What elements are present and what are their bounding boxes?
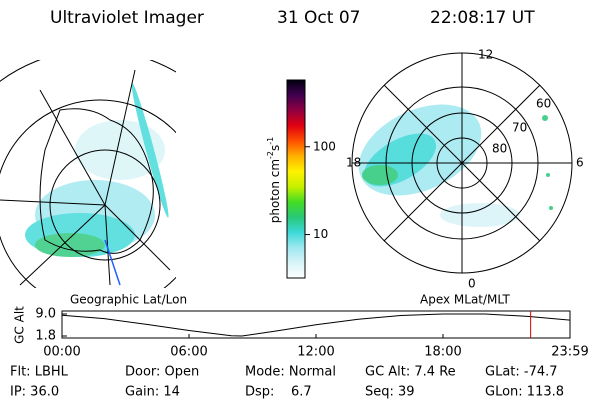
altitude-curve [61, 313, 571, 337]
colorbar [286, 79, 306, 279]
info-field: Dsp: 6.7 [245, 385, 312, 400]
info-panel: Flt: LBHL Door: Open Mode: Normal GC Alt: 7… [10, 365, 564, 400]
y-tick-label: 1.8 [35, 329, 56, 344]
time: 22:08:17 UT [430, 8, 535, 28]
info-field: IP: 36.0 [10, 385, 59, 400]
info-field: GLat: -74.7 [485, 365, 558, 380]
title: Ultraviolet Imager [50, 8, 204, 28]
altitude-plot [61, 310, 571, 339]
x-tick-label: 00:00 [43, 345, 80, 360]
colorbar-tick-label: 100 [313, 139, 336, 153]
x-tick-label: 12:00 [297, 345, 334, 360]
mlt-label: 18 [346, 156, 361, 170]
geographic-map [0, 60, 176, 288]
colorbar-scale [286, 79, 306, 279]
date: 31 Oct 07 [277, 8, 360, 28]
y-axis-label: GC Alt [13, 306, 27, 344]
info-field: Seq: 39 [365, 385, 415, 400]
polar-map [351, 52, 573, 274]
info-field: Gain: 14 [125, 385, 180, 400]
colorbar-tick-label: 10 [313, 227, 328, 241]
x-tick-label: 06:00 [170, 345, 207, 360]
mlt-label: 6 [576, 156, 584, 170]
info-field: Flt: LBHL [10, 365, 69, 380]
info-field: Mode: Normal [245, 365, 336, 380]
info-field: GLon: 113.8 [485, 385, 564, 400]
lat-label: 60 [536, 97, 551, 111]
info-field: Door: Open [125, 365, 199, 380]
lat-label: 70 [512, 121, 527, 135]
lat-label: 80 [492, 142, 507, 156]
map-label: Apex MLat/MLT [420, 293, 510, 307]
info-field: GC Alt: 7.4 Re [365, 365, 456, 380]
y-tick-label: 9.0 [35, 307, 56, 322]
map-label: Geographic Lat/Lon [70, 293, 187, 307]
x-tick-label: 23:59 [551, 345, 588, 360]
mlt-label: 12 [478, 48, 493, 62]
mlt-label: 0 [468, 277, 476, 291]
x-tick-label: 18:00 [424, 345, 461, 360]
colorbar-label: photon cm-2s-1 [266, 137, 282, 224]
